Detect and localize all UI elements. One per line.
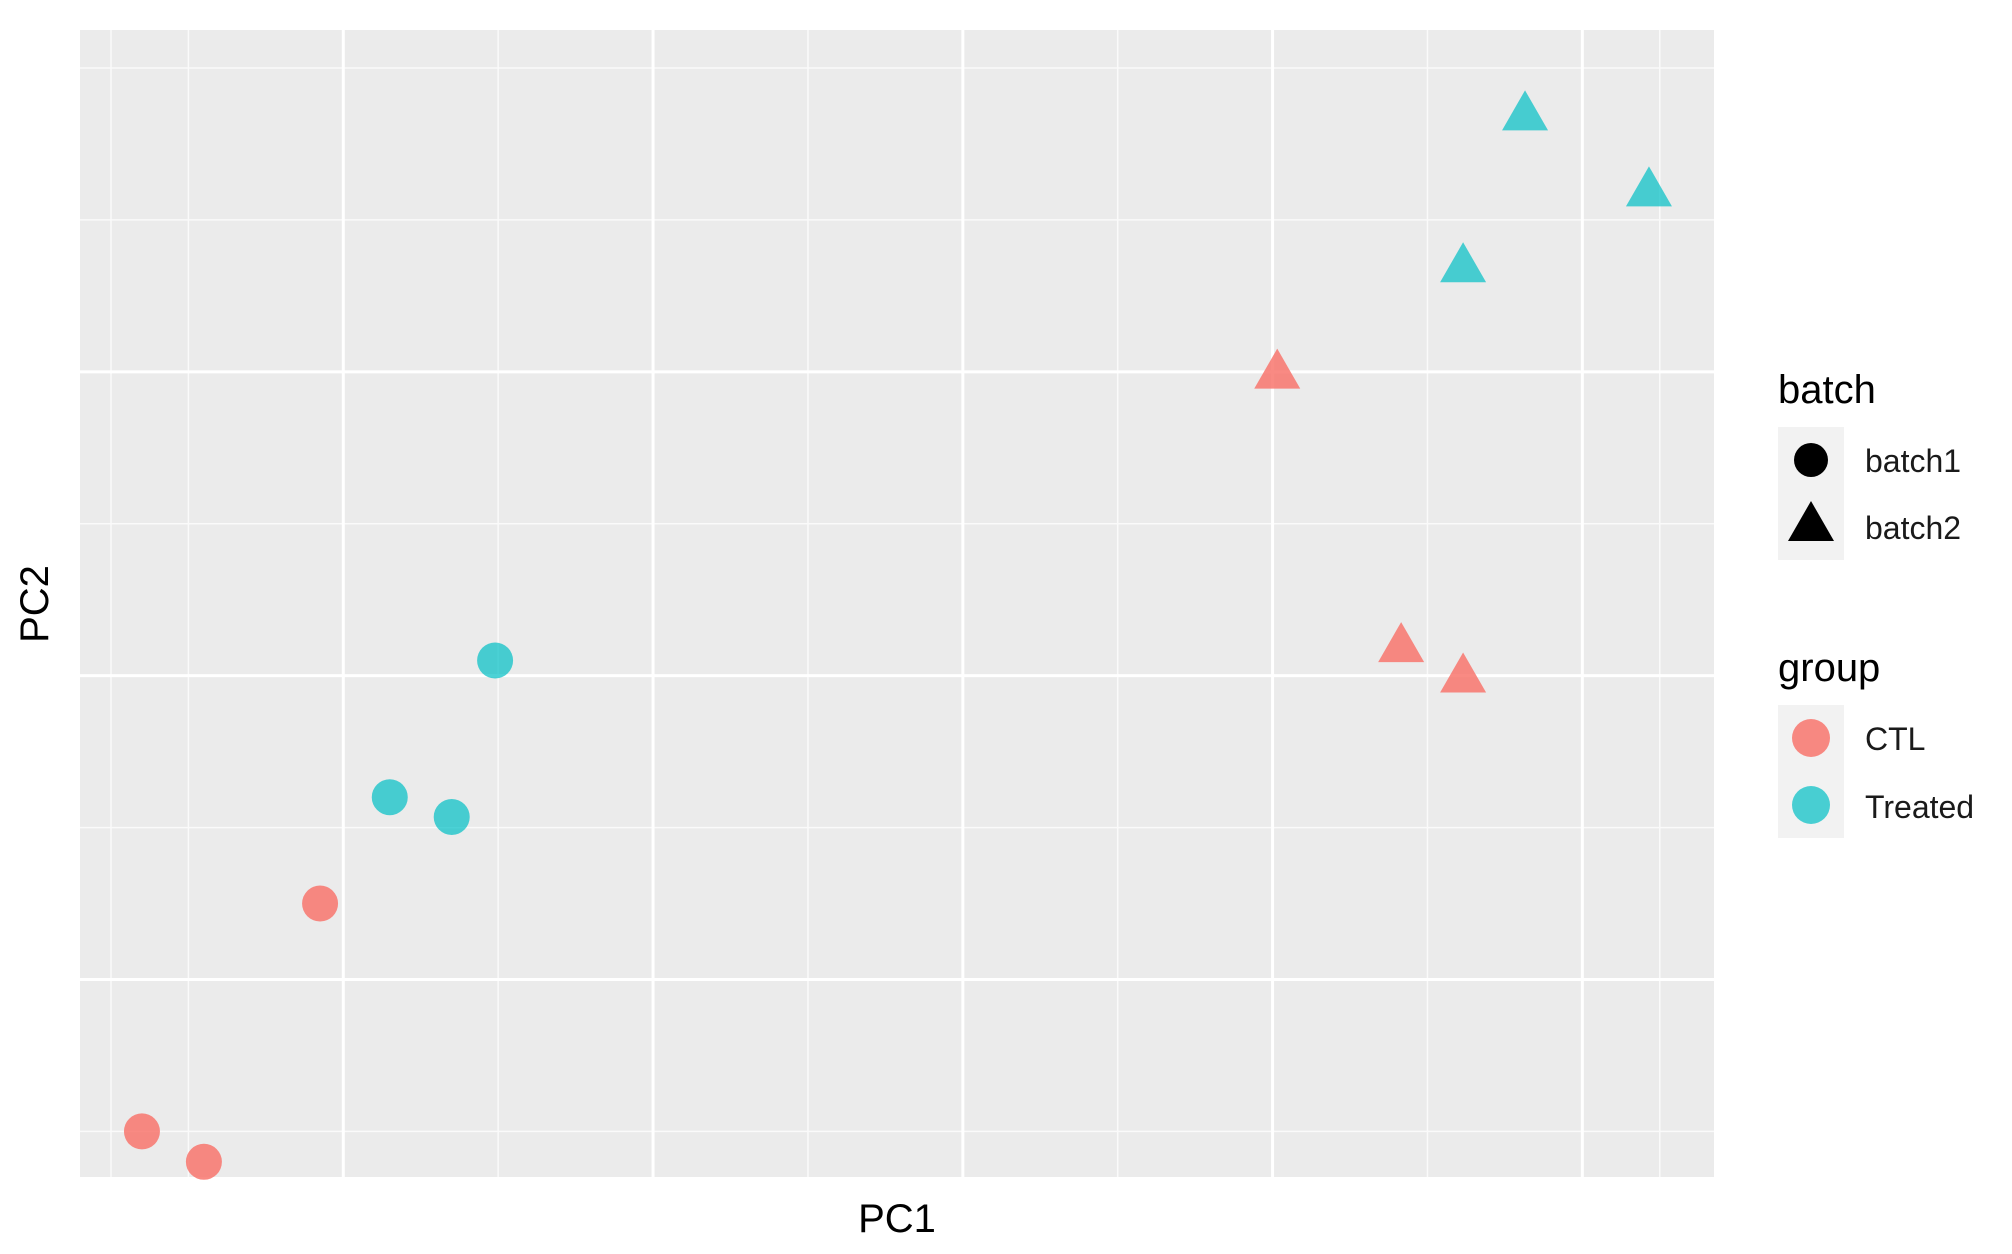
- data-points: [123, 90, 1672, 1180]
- legend-batch1-label: batch1: [1865, 443, 1961, 479]
- point-ctl-batch2: [1440, 652, 1487, 693]
- minor-gridlines: [80, 30, 1714, 1177]
- point-ctl-batch2: [1254, 348, 1301, 389]
- point-treated-batch1: [371, 779, 408, 816]
- plot-panel: [80, 30, 1714, 1177]
- major-gridlines: [80, 30, 1714, 1177]
- legend-group: group CTL Treated: [1778, 646, 1974, 838]
- legend-ctl-key: [1792, 719, 1830, 757]
- legend-group-title: group: [1778, 646, 1880, 690]
- point-treated-batch2: [1502, 90, 1549, 131]
- point-ctl-batch2: [1378, 622, 1425, 663]
- point-treated-batch1: [477, 642, 514, 679]
- point-ctl-batch1: [302, 885, 339, 922]
- point-ctl-batch1: [185, 1143, 222, 1180]
- legend-ctl-label: CTL: [1865, 721, 1925, 757]
- legend-treated-label: Treated: [1865, 789, 1974, 825]
- legend-batch: batch batch1 batch2: [1778, 368, 1961, 560]
- legend-batch1-key: [1794, 443, 1828, 477]
- legend-batch-title: batch: [1778, 368, 1876, 412]
- point-treated-batch2: [1625, 166, 1672, 207]
- point-ctl-batch1: [123, 1113, 160, 1150]
- x-axis-title: PC1: [858, 1197, 936, 1241]
- point-treated-batch1: [433, 798, 470, 835]
- legend-batch2-label: batch2: [1865, 510, 1961, 546]
- legend-batch2-key: [1788, 501, 1834, 541]
- y-axis-title: PC2: [13, 565, 57, 643]
- point-treated-batch2: [1440, 242, 1487, 283]
- legend-treated-key: [1792, 786, 1830, 824]
